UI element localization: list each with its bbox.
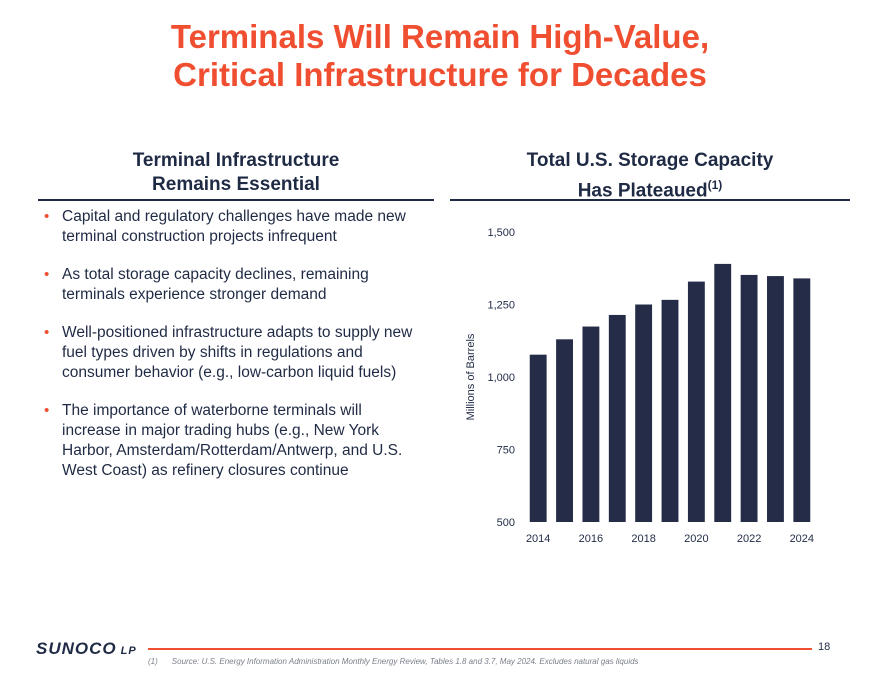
footer-rule — [148, 648, 812, 650]
bullet-text: Capital and regulatory challenges have m… — [62, 208, 406, 245]
right-section-heading: Total U.S. Storage Capacity Has Plateaue… — [450, 149, 850, 203]
page-number: 18 — [818, 641, 831, 653]
y-tick-label: 1,500 — [487, 227, 515, 239]
bullet-list: • Capital and regulatory challenges have … — [44, 207, 424, 499]
right-heading-rule — [450, 199, 850, 201]
bar-2023 — [767, 276, 784, 522]
x-tick-label: 2022 — [737, 533, 761, 545]
x-tick-label: 2020 — [684, 533, 708, 545]
left-heading-line-2: Remains Essential — [152, 174, 320, 195]
sunoco-logo: SUNOCO LP — [36, 639, 137, 659]
left-section-heading: Terminal Infrastructure Remains Essentia… — [38, 149, 434, 197]
bullet-dot-icon: • — [44, 402, 50, 419]
y-tick-label: 1,000 — [487, 372, 515, 384]
right-heading-line-2: Has Plateaued(1) — [450, 173, 850, 203]
bullet-text: The importance of waterborne terminals w… — [62, 402, 403, 479]
storage-capacity-chart: 500 750 1,000 1,250 1,500 Millions of Barrels… — [465, 227, 814, 545]
bullet-item: • As total storage capacity declines, rem… — [44, 265, 424, 305]
bar-2015 — [556, 339, 573, 522]
x-tick-label: 2024 — [790, 533, 814, 545]
bullet-item: • Capital and regulatory challenges have … — [44, 207, 424, 247]
bar-2024 — [793, 278, 811, 522]
bar-2021 — [714, 263, 732, 522]
footnote-marker: (1) — [148, 657, 158, 666]
bar-2017 — [608, 314, 626, 522]
bullet-text: Well-positioned infrastructure adapts to… — [62, 324, 413, 381]
bar-2020 — [687, 281, 705, 522]
bar-2016 — [582, 326, 600, 522]
bar-2018 — [635, 304, 653, 522]
bar-2019 — [661, 299, 679, 522]
y-tick-label: 500 — [497, 517, 515, 529]
bullet-text: As total storage capacity declines, rema… — [62, 266, 369, 303]
footnote-text: Source: U.S. Energy Information Administ… — [171, 657, 639, 666]
title-line-2: Critical Infrastructure for Decades — [173, 56, 707, 93]
x-tick-label: 2014 — [526, 533, 550, 545]
bar-2022 — [740, 274, 758, 522]
bullet-dot-icon: • — [44, 266, 50, 283]
footnote: (1) Source: U.S. Energy Information Admin… — [148, 657, 639, 666]
logo-wordmark: SUNOCO — [36, 639, 117, 658]
x-tick-label: 2016 — [579, 533, 603, 545]
right-heading-text: Has Plateaued — [577, 180, 708, 202]
bullet-item: • Well-positioned infrastructure adapts t… — [44, 323, 424, 383]
bullet-dot-icon: • — [44, 324, 50, 341]
page-title: Terminals Will Remain High-Value, Critic… — [0, 18, 880, 94]
left-heading-rule — [38, 199, 434, 201]
title-line-1: Terminals Will Remain High-Value, — [170, 18, 710, 55]
x-tick-label: 2018 — [631, 533, 655, 545]
y-tick-label: 750 — [497, 445, 515, 457]
y-tick-label: 1,250 — [487, 300, 515, 312]
right-heading-line-1: Total U.S. Storage Capacity — [526, 150, 774, 171]
y-axis-label: Millions of Barrels — [465, 333, 477, 420]
logo-suffix: LP — [120, 645, 137, 657]
bullet-item: • The importance of waterborne terminals … — [44, 401, 424, 481]
bar-2014 — [529, 354, 547, 522]
bullet-dot-icon: • — [44, 208, 50, 225]
left-heading-line-1: Terminal Infrastructure — [132, 150, 340, 171]
footnote-superscript: (1) — [707, 178, 723, 192]
